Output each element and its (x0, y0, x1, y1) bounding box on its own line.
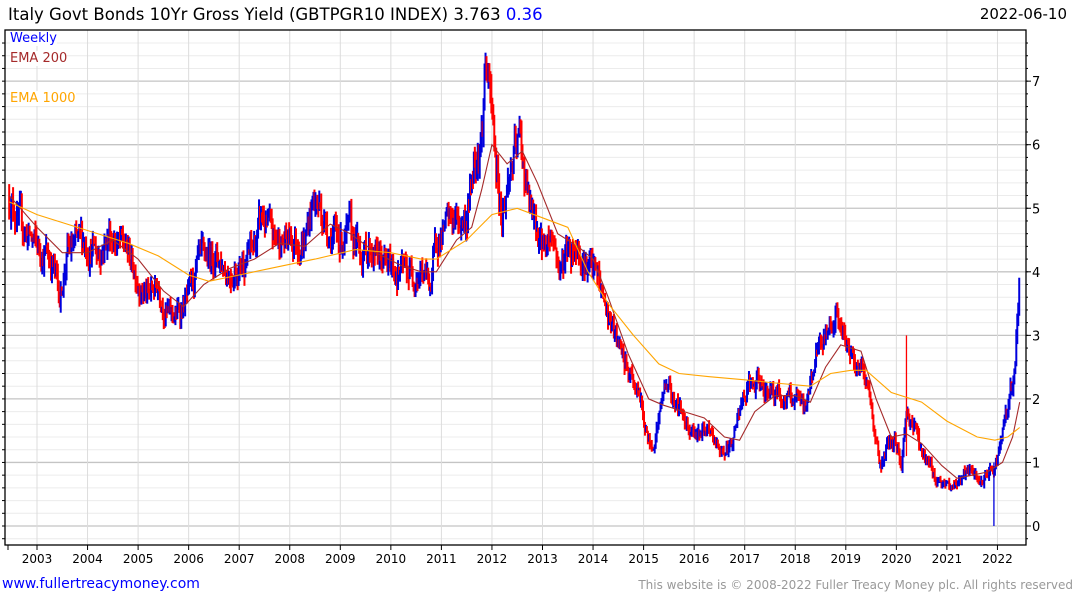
plot-frame (4, 29, 1027, 546)
x-tick-label: 2007 (224, 552, 255, 566)
chart-title: Italy Govt Bonds 10Yr Gross Yield (GBTPG… (8, 5, 543, 24)
y-tick-label: 4 (1032, 266, 1040, 281)
copyright-text: This website is © 2008-2022 Fuller Treac… (638, 578, 1073, 592)
x-tick-label: 2003 (22, 552, 53, 566)
y-tick-label: 2 (1032, 393, 1040, 408)
website-link[interactable]: www.fullertreacymoney.com (2, 576, 200, 592)
x-tick-label: 2019 (831, 552, 862, 566)
legend-weekly: Weekly (10, 31, 57, 46)
y-tick-label: 5 (1032, 202, 1040, 217)
chart-date: 2022-06-10 (979, 5, 1067, 23)
x-tick-label: 2008 (274, 552, 305, 566)
x-tick-label: 2006 (173, 552, 204, 566)
legend-ema1000: EMA 1000 (10, 91, 76, 106)
legend-ema200: EMA 200 (10, 51, 68, 66)
x-tick-label: 2017 (729, 552, 760, 566)
x-tick-label: 2004 (72, 552, 103, 566)
y-tick-label: 7 (1032, 75, 1040, 90)
ema1000-line (8, 201, 1021, 441)
x-tick-label: 2020 (881, 552, 912, 566)
y-tick-label: 6 (1032, 139, 1040, 154)
x-tick-label: 2013 (527, 552, 558, 566)
x-tick-label: 2014 (578, 552, 609, 566)
y-tick-label: 3 (1032, 329, 1040, 344)
x-tick-label: 2016 (679, 552, 710, 566)
x-tick-label: 2012 (477, 552, 508, 566)
x-tick-label: 2011 (426, 552, 457, 566)
ema200-line (8, 143, 1021, 479)
x-tick-label: 2015 (628, 552, 659, 566)
change-value: 0.36 (505, 5, 543, 24)
y-tick-label: 1 (1032, 456, 1040, 471)
x-tick-label: 2010 (376, 552, 407, 566)
x-tick-label: 2021 (932, 552, 963, 566)
x-tick-label: 2018 (780, 552, 811, 566)
x-tick-label: 2022 (982, 552, 1013, 566)
y-tick-label: 0 (1032, 520, 1040, 535)
x-tick-label: 2005 (123, 552, 154, 566)
x-tick-label: 2009 (325, 552, 356, 566)
title-text: Italy Govt Bonds 10Yr Gross Yield (GBTPG… (8, 5, 501, 24)
